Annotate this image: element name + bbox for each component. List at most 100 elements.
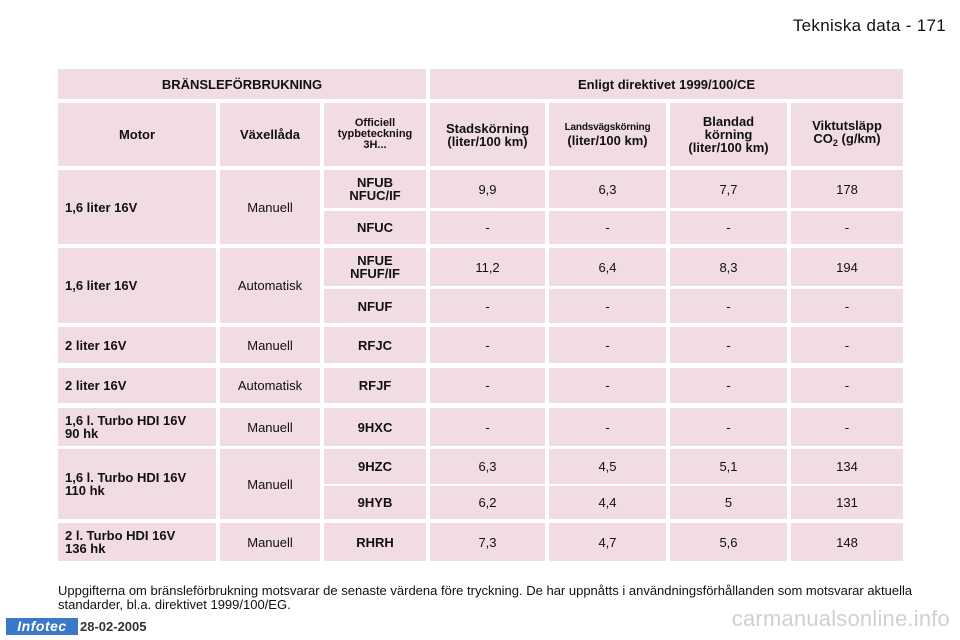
motor-name: 1,6 liter 16V xyxy=(65,278,138,293)
type-code-line1: NFUB xyxy=(356,175,394,190)
type-code-line1: RHRH xyxy=(356,534,394,550)
type-code-cell: RFJF xyxy=(324,368,426,403)
highway-consumption-cell: - xyxy=(549,289,666,323)
col-header-mixed-line1: Blandad xyxy=(702,114,755,129)
type-code-cell: 9HZC xyxy=(324,449,426,484)
col-header-mixed-line2: körning xyxy=(704,127,753,142)
co2-emission-cell: - xyxy=(791,289,903,323)
type-code-line1: RFJF xyxy=(358,378,392,393)
motor-name: 1,6 l. Turbo HDI 16V xyxy=(65,413,187,428)
motor-cell: 1,6 l. Turbo HDI 16V 90 hk xyxy=(58,408,216,446)
highway-consumption-cell: 4,7 xyxy=(549,523,666,561)
type-code-line1: NFUF xyxy=(357,298,393,314)
motor-cell: 1,6 liter 16V xyxy=(58,170,216,244)
motor-cell: 2 liter 16V xyxy=(58,327,216,363)
highway-consumption-cell: - xyxy=(549,211,666,244)
type-code-cell: NFUE NFUF/IF xyxy=(324,248,426,286)
highway-consumption-cell: - xyxy=(549,408,666,446)
type-code-line1: 9HXC xyxy=(357,419,393,435)
city-consumption-cell: 9,9 xyxy=(430,170,545,208)
type-code-cell: RFJC xyxy=(324,327,426,363)
motor-name: 1,6 l. Turbo HDI 16V xyxy=(65,470,187,485)
col-header-city-line1: Stadskörning xyxy=(445,120,530,136)
print-date: 28-02-2005 xyxy=(80,619,147,634)
col-header-highway-line2: (liter/100 km) xyxy=(567,133,648,148)
col-header-highway: Landsvägskörning (liter/100 km) xyxy=(549,103,666,166)
col-header-co2-line1: Viktutsläpp xyxy=(812,118,882,133)
city-consumption-cell: 11,2 xyxy=(430,248,545,286)
mixed-consumption-cell: - xyxy=(670,289,787,323)
co2-emission-cell: - xyxy=(791,368,903,403)
col-header-mixed-line3: (liter/100 km) xyxy=(688,140,769,155)
gearbox-cell: Manuell xyxy=(220,170,320,244)
col-header-type: Officiell typbeteckning 3H... xyxy=(324,103,426,166)
motor-cell: 1,6 l. Turbo HDI 16V 110 hk xyxy=(58,449,216,519)
gearbox-cell: Automatisk xyxy=(220,248,320,323)
co2-emission-cell: - xyxy=(791,211,903,244)
highway-consumption-cell: 6,4 xyxy=(549,248,666,286)
col-header-type-line2: typbeteckning xyxy=(337,128,413,140)
mixed-consumption-cell: 5,1 xyxy=(670,449,787,484)
highway-consumption-cell: 6,3 xyxy=(549,170,666,208)
gearbox-cell: Manuell xyxy=(220,327,320,363)
motor-cell: 2 liter 16V xyxy=(58,368,216,403)
col-header-city-line2: (liter/100 km) xyxy=(447,133,528,149)
col-header-mixed: Blandad körning (liter/100 km) xyxy=(670,103,787,166)
mixed-consumption-cell: 8,3 xyxy=(670,248,787,286)
col-header-city: Stadskörning (liter/100 km) xyxy=(430,103,545,166)
motor-name: 2 liter 16V xyxy=(65,378,127,393)
mixed-consumption-cell: - xyxy=(670,368,787,403)
col-header-type-line1: Officiell xyxy=(354,117,396,129)
motor-name: 2 l. Turbo HDI 16V xyxy=(65,528,176,543)
gearbox-cell: Automatisk xyxy=(220,368,320,403)
type-code-line2: NFUF/IF xyxy=(350,266,400,281)
type-code-cell: RHRH xyxy=(324,523,426,561)
footnote: Uppgifterna om bränsleförbrukning motsva… xyxy=(58,583,913,612)
co2-emission-cell: 148 xyxy=(791,523,903,561)
mixed-consumption-cell: - xyxy=(670,408,787,446)
mixed-consumption-cell: - xyxy=(670,327,787,363)
type-code-line1: 9HYB xyxy=(357,495,393,510)
highway-consumption-cell: - xyxy=(549,368,666,403)
co2-emission-cell: 194 xyxy=(791,248,903,286)
co2-emission-cell: 134 xyxy=(791,449,903,484)
page-title: Tekniska data - 171 xyxy=(792,16,946,35)
table-title-left: BRÄNSLEFÖRBRUKNING xyxy=(58,69,426,99)
col-header-highway-line1: Landsvägskörning xyxy=(564,122,651,133)
city-consumption-cell: - xyxy=(430,368,545,403)
co2-emission-cell: - xyxy=(791,408,903,446)
city-consumption-cell: - xyxy=(430,211,545,244)
motor-cell: 2 l. Turbo HDI 16V 136 hk xyxy=(58,523,216,561)
motor-power: 90 hk xyxy=(65,426,99,441)
infotec-logo: Infotec xyxy=(6,618,78,635)
city-consumption-cell: - xyxy=(430,327,545,363)
motor-power: 136 hk xyxy=(65,541,106,556)
motor-power: 110 hk xyxy=(65,483,105,498)
co2-emission-cell: 131 xyxy=(791,486,903,519)
type-code-line2: NFUC/IF xyxy=(349,188,401,203)
col-header-co2: Viktutsläpp CO2 (g/km) xyxy=(791,103,903,166)
type-code-cell: NFUF xyxy=(324,289,426,323)
co2-emission-cell: - xyxy=(791,327,903,363)
type-code-line1: 9HZC xyxy=(358,459,392,474)
table-title-right: Enligt direktivet 1999/100/CE xyxy=(430,69,903,99)
city-consumption-cell: 6,2 xyxy=(430,486,545,519)
city-consumption-cell: - xyxy=(430,289,545,323)
highway-consumption-cell: - xyxy=(549,327,666,363)
col-header-motor: Motor xyxy=(58,103,216,166)
type-code-cell: 9HXC xyxy=(324,408,426,446)
motor-name: 2 liter 16V xyxy=(65,337,127,353)
gearbox-cell: Manuell xyxy=(220,523,320,561)
type-code-cell: 9HYB xyxy=(324,486,426,519)
mixed-consumption-cell: 5,6 xyxy=(670,523,787,561)
mixed-consumption-cell: 7,7 xyxy=(670,170,787,208)
watermark: carmanualsonline.info xyxy=(731,606,950,631)
motor-cell: 1,6 liter 16V xyxy=(58,248,216,323)
type-code-line1: RFJC xyxy=(358,337,392,353)
highway-consumption-cell: 4,5 xyxy=(549,449,666,484)
col-header-co2-line2: CO2 (g/km) xyxy=(813,131,881,148)
type-code-line1: NFUC xyxy=(356,220,394,235)
col-header-gearbox: Växellåda xyxy=(220,103,320,166)
city-consumption-cell: - xyxy=(430,408,545,446)
gearbox-cell: Manuell xyxy=(220,408,320,446)
